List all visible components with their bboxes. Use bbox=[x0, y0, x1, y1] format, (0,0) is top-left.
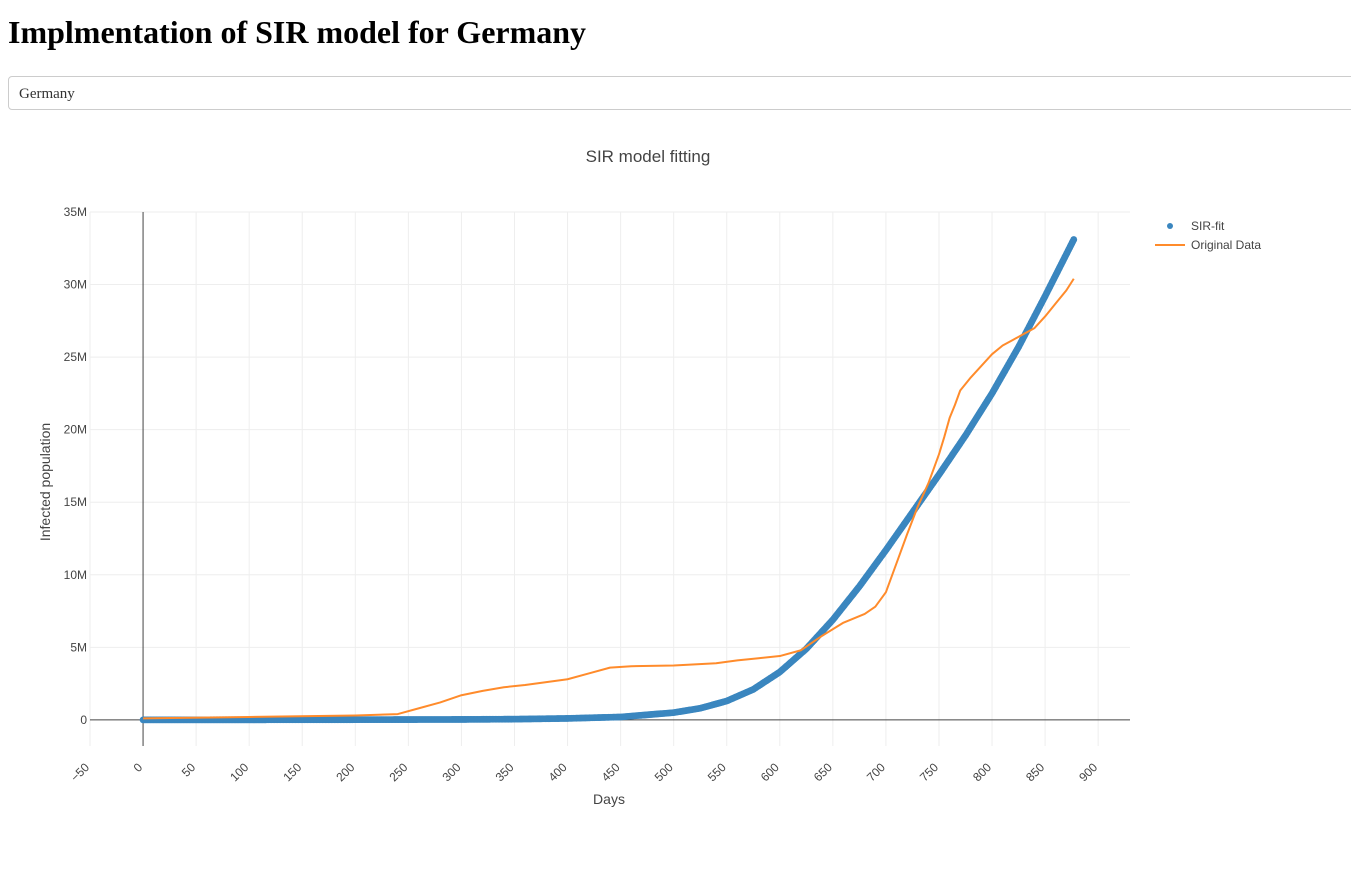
y-tick-label: 5M bbox=[70, 640, 87, 654]
series-sir-fit bbox=[139, 236, 1078, 724]
x-tick-label: 650 bbox=[811, 760, 835, 784]
page-title: Implmentation of SIR model for Germany bbox=[8, 14, 587, 50]
y-tick-label: 0 bbox=[80, 713, 87, 727]
chart-grid bbox=[89, 211, 1130, 746]
series-original-data bbox=[143, 278, 1075, 720]
chart-ticks: −50 0 50 100 150 200 250 300 350 400 450 500 550 600 6… bbox=[64, 205, 1101, 785]
x-tick-label: 750 bbox=[917, 760, 941, 784]
x-axis-title: Days bbox=[593, 791, 625, 807]
y-tick-label: 35M bbox=[64, 205, 87, 219]
x-tick-label: 250 bbox=[386, 760, 410, 784]
x-tick-label: −50 bbox=[68, 760, 93, 785]
y-tick-label: 10M bbox=[64, 568, 87, 582]
x-tick-label: 700 bbox=[864, 760, 888, 784]
y-tick-label: 20M bbox=[64, 423, 87, 437]
x-tick-label: 450 bbox=[599, 760, 623, 784]
x-tick-label: 400 bbox=[546, 760, 570, 784]
x-tick-label: 50 bbox=[179, 760, 199, 780]
chart-title: SIR model fitting bbox=[586, 147, 711, 166]
x-tick-label: 500 bbox=[652, 760, 676, 784]
legend-label: Original Data bbox=[1191, 238, 1261, 252]
legend-label: SIR-fit bbox=[1191, 219, 1225, 233]
chart-legend: SIR-fit Original Data bbox=[1155, 219, 1261, 252]
x-tick-label: 600 bbox=[758, 760, 782, 784]
x-tick-label: 850 bbox=[1023, 760, 1047, 784]
x-tick-label: 550 bbox=[705, 760, 729, 784]
x-tick-label: 0 bbox=[131, 760, 146, 775]
country-dropdown[interactable]: Germany bbox=[8, 76, 1351, 110]
x-tick-label: 150 bbox=[280, 760, 304, 784]
chart-axes bbox=[90, 212, 1130, 746]
x-tick-label: 350 bbox=[493, 760, 517, 784]
legend-marker-sir-fit bbox=[1167, 223, 1173, 229]
x-tick-label: 800 bbox=[970, 760, 994, 784]
y-tick-label: 30M bbox=[64, 278, 87, 292]
x-tick-label: 300 bbox=[439, 760, 463, 784]
sir-fit-point bbox=[1070, 236, 1078, 243]
country-dropdown-value: Germany bbox=[19, 86, 75, 102]
x-tick-label: 900 bbox=[1076, 760, 1100, 784]
chart-series bbox=[139, 236, 1078, 724]
y-tick-label: 25M bbox=[64, 350, 87, 364]
sir-chart: SIR model fitting −50 0 50 100 150 200 250 300 3… bbox=[37, 147, 1261, 807]
x-tick-label: 200 bbox=[333, 760, 357, 784]
y-axis-title: Infected population bbox=[37, 423, 53, 541]
y-tick-label: 15M bbox=[64, 495, 87, 509]
x-tick-label: 100 bbox=[227, 760, 251, 784]
